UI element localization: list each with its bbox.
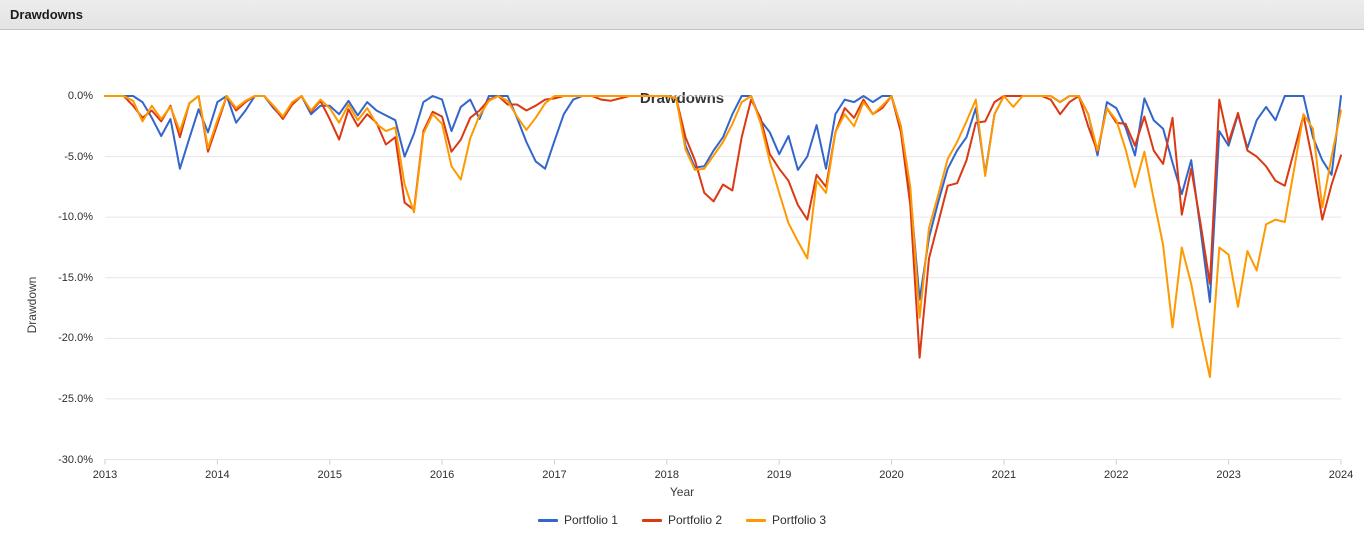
legend-item-portfolio-1: Portfolio 1: [537, 513, 618, 527]
legend-swatch-icon: [641, 518, 662, 522]
series-line-portfolio-1: [104, 95, 1342, 303]
panel-header-title: Drawdowns: [10, 7, 83, 22]
legend-label: Portfolio 2: [667, 513, 723, 527]
y-tick-label: -25.0%: [58, 392, 93, 405]
x-axis-title: Year: [669, 485, 695, 499]
x-tick-label: 2013: [92, 468, 118, 481]
plot-area: [104, 95, 1342, 465]
x-tick-label: 2016: [429, 468, 455, 481]
legend: Portfolio 1 Portfolio 2 Portfolio 3: [0, 513, 1364, 527]
x-tick-label: 2018: [654, 468, 680, 481]
x-tick-label: 2019: [766, 468, 792, 481]
legend-item-portfolio-3: Portfolio 3: [746, 513, 826, 527]
x-tick-label: 2020: [879, 468, 904, 481]
x-tick-label: 2021: [991, 468, 1017, 481]
x-tick-label: 2014: [205, 468, 230, 481]
legend-swatch-icon: [746, 518, 767, 522]
series-line-portfolio-2: [104, 95, 1342, 359]
panel-header: Drawdowns: [0, 0, 1364, 30]
chart-title: Drawdowns: [639, 90, 725, 107]
x-tick-label: 2015: [317, 468, 342, 481]
x-tick-label: 2022: [1104, 468, 1129, 481]
y-tick-label: -5.0%: [64, 150, 93, 163]
x-tick-label: 2023: [1216, 468, 1241, 481]
x-tick-label: 2024: [1328, 468, 1354, 481]
legend-swatch-icon: [537, 518, 558, 522]
series-line-portfolio-3: [104, 95, 1342, 379]
y-tick-label: -20.0%: [58, 332, 93, 345]
y-tick-label: -30.0%: [58, 453, 93, 466]
drawdowns-chart: Drawdowns Drawdown 0.0% -5.0% -10.0% -15.0%…: [0, 30, 1364, 547]
legend-label: Portfolio 3: [772, 513, 827, 527]
legend-label: Portfolio 1: [563, 513, 618, 527]
y-tick-label: -15.0%: [58, 271, 93, 284]
legend-item-portfolio-2: Portfolio 2: [641, 513, 723, 527]
x-tick-label: 2017: [542, 468, 567, 481]
y-tick-label: 0.0%: [67, 90, 93, 102]
y-tick-label: -10.0%: [58, 211, 93, 224]
